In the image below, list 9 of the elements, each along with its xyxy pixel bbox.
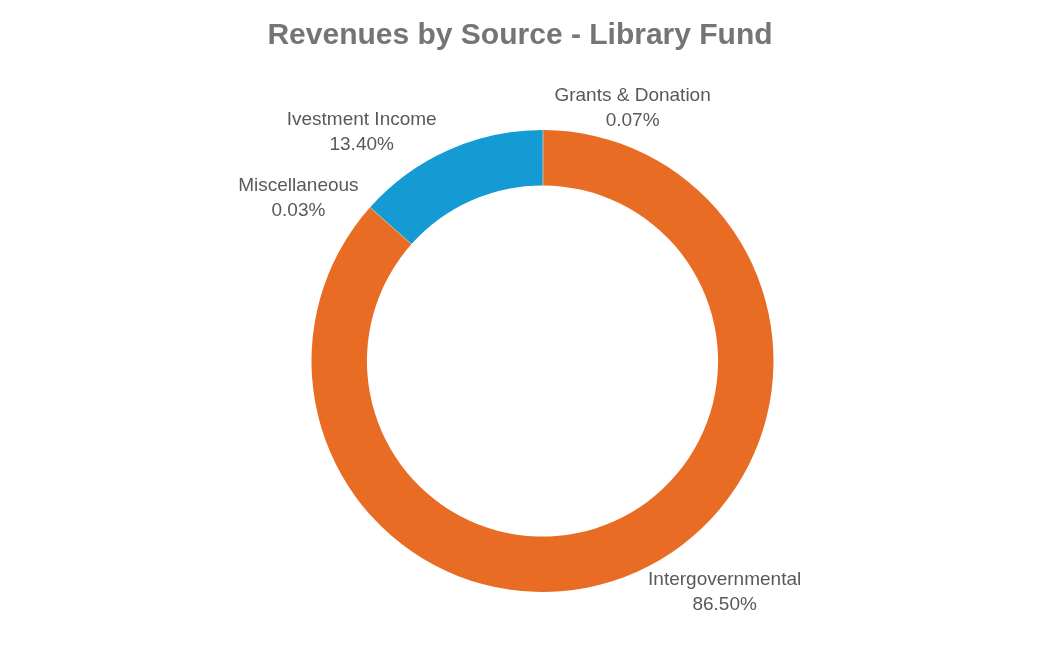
data-label: 13.40% [329,132,395,154]
chart-title: Revenues by Source - Library Fund [267,16,773,50]
slice-label: Grants & Donation [554,84,711,106]
slice-label: Miscellaneous [238,174,359,196]
slice-label: Ivestment Income [286,108,437,130]
data-label: 86.50% [692,592,757,614]
data-label: 0.07% [605,109,660,130]
data-label: 0.03% [271,199,326,221]
slice-label: Intergovernmental [648,568,802,590]
